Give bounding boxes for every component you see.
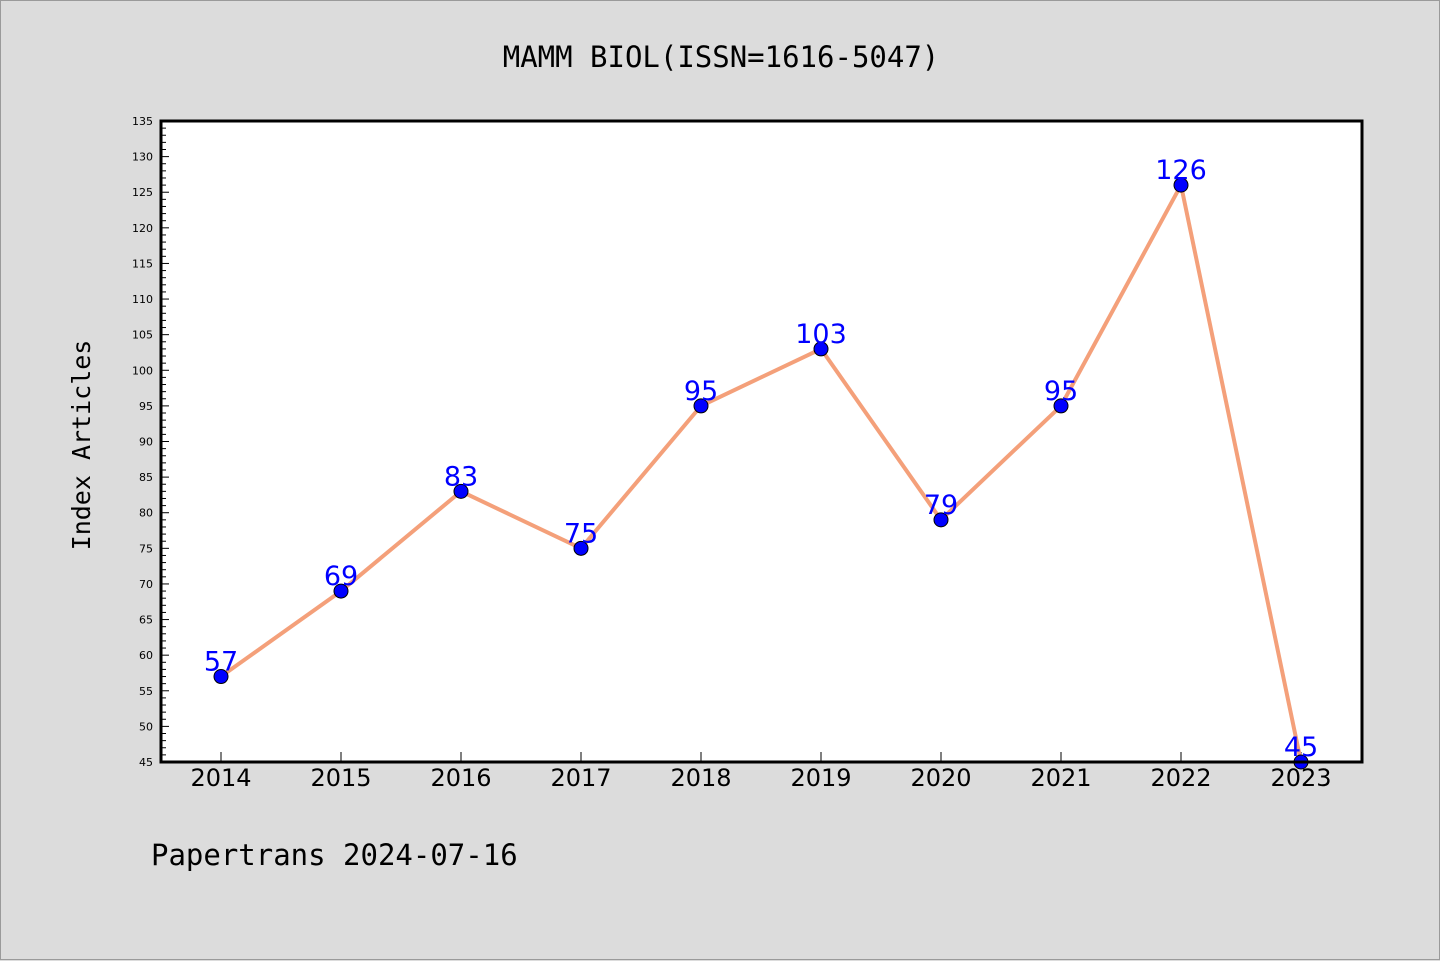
y-tick-label: 120 [132, 222, 153, 235]
y-tick-label: 130 [132, 151, 153, 164]
data-label: 83 [444, 461, 478, 492]
data-point [1173, 177, 1189, 193]
data-point [333, 583, 349, 599]
y-tick-label: 135 [132, 115, 153, 128]
y-tick-label: 110 [132, 293, 153, 306]
x-tick-label: 2018 [670, 764, 731, 792]
y-tick-label: 80 [139, 507, 153, 520]
y-axis: 45 50 55 60 65 70 75 80 85 90 95 100 105 110 115 120 125… [132, 115, 169, 769]
y-tick-label: 55 [139, 685, 153, 698]
y-tick-label: 115 [132, 257, 153, 270]
data-label: 45 [1284, 732, 1318, 763]
y-tick-label: 95 [139, 400, 153, 413]
x-tick-label: 2021 [1030, 764, 1091, 792]
y-tick-label: 70 [139, 578, 153, 591]
plot-area [161, 121, 1362, 762]
plot-border [159, 119, 1364, 764]
y-tick-label: 50 [139, 720, 153, 733]
data-label: 103 [795, 319, 847, 350]
y-tick-label: 75 [139, 542, 153, 555]
y-tick-label: 60 [139, 649, 153, 662]
data-label: 95 [1044, 376, 1078, 407]
data-label: 57 [204, 647, 238, 678]
y-tick-label: 45 [139, 756, 153, 769]
x-tick-label: 2022 [1150, 764, 1211, 792]
data-point [933, 512, 949, 528]
series-layer: 57 69 83 75 95 103 79 95 126 45 [204, 155, 1318, 770]
data-label: 79 [924, 490, 958, 521]
data-label: 75 [564, 518, 598, 549]
data-point [453, 483, 469, 499]
footer-text: Papertrans 2024-07-16 [151, 838, 518, 872]
y-tick-label: 85 [139, 471, 153, 484]
y-tick-label: 125 [132, 186, 153, 199]
y-tick-label: 100 [132, 364, 153, 377]
x-tick-label: 2015 [310, 764, 371, 792]
x-axis: 2014 2015 2016 2017 2018 2019 2020 2021 2022 2023 [190, 752, 1332, 792]
y-tick-label: 105 [132, 329, 153, 342]
x-tick-label: 2014 [190, 764, 251, 792]
data-label: 69 [324, 561, 358, 592]
data-point [573, 540, 589, 556]
x-tick-label: 2020 [910, 764, 971, 792]
y-axis-label: Index Articles [67, 340, 96, 551]
x-tick-label: 2017 [550, 764, 611, 792]
y-tick-label: 90 [139, 436, 153, 449]
y-tick-label: 65 [139, 614, 153, 627]
data-label: 126 [1155, 155, 1207, 186]
data-label: 95 [684, 376, 718, 407]
data-point [813, 341, 829, 357]
x-tick-label: 2019 [790, 764, 851, 792]
data-point [1053, 398, 1069, 414]
chart-title: MAMM BIOL(ISSN=1616-5047) [503, 40, 940, 74]
x-tick-label: 2016 [430, 764, 491, 792]
data-point [213, 669, 229, 685]
series-line [219, 183, 1303, 763]
data-point [693, 398, 709, 414]
